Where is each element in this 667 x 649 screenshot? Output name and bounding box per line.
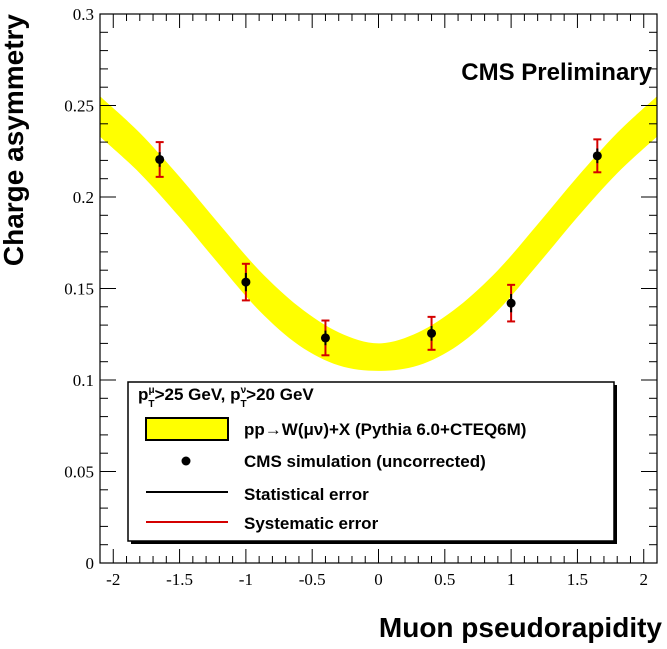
y-tick-label: 0.1 [73,371,94,390]
y-tick-label: 0.15 [64,280,94,299]
legend-band-swatch [145,417,229,441]
axes-layer: -2 -1.5 -1 -0.5 0 0.5 1 1.5 2 0 0.05 0.1 0.15 0.2 0.25… [64,5,657,589]
legend-shadow-bottom [131,541,617,544]
band-layer [100,96,657,371]
x-tick-label: -1.5 [166,570,193,589]
legend-shadow-right [614,385,617,544]
x-tick-label: 1 [507,570,516,589]
points-layer [155,138,602,357]
legend-points-label: CMS simulation (uncorrected) [244,452,486,471]
data-point [155,154,165,164]
x-tick-label: 1.5 [567,570,588,589]
y-tick-label: 0.05 [64,463,94,482]
legend-band-label: pp→W(μν)+X (Pythia 6.0+CTEQ6M) [244,420,526,439]
legend-syst-label: Systematic error [244,514,379,533]
x-axis-title: Muon pseudorapidity [379,612,663,643]
x-tick-label: -2 [106,570,120,589]
chart-title: CMS Preliminary [461,59,652,86]
legend: pTμ>25 GeV, pTν>20 GeV pp→W(μν)+X (Pythi… [127,381,617,544]
legend-point-marker [181,456,191,466]
data-point [506,298,516,308]
y-tick-label: 0.3 [73,5,94,24]
y-tick-label: 0 [86,554,95,573]
data-point [320,333,330,343]
x-tick-label: 0 [374,570,383,589]
y-tick-label: 0.25 [64,97,94,116]
prediction-band [100,96,657,371]
x-tick-label: 0.5 [434,570,455,589]
x-tick-label: -1 [239,570,253,589]
y-axis-title: Charge asymmetry [0,14,29,267]
x-tick-label: -0.5 [299,570,326,589]
y-tick-label: 0.2 [73,188,94,207]
legend-stat-label: Statistical error [244,485,369,504]
x-tick-label: 2 [639,570,648,589]
data-point [427,328,437,338]
data-point [241,277,251,287]
data-point [592,151,602,161]
legend-header: pTμ>25 GeV, pTν>20 GeV [138,385,314,410]
